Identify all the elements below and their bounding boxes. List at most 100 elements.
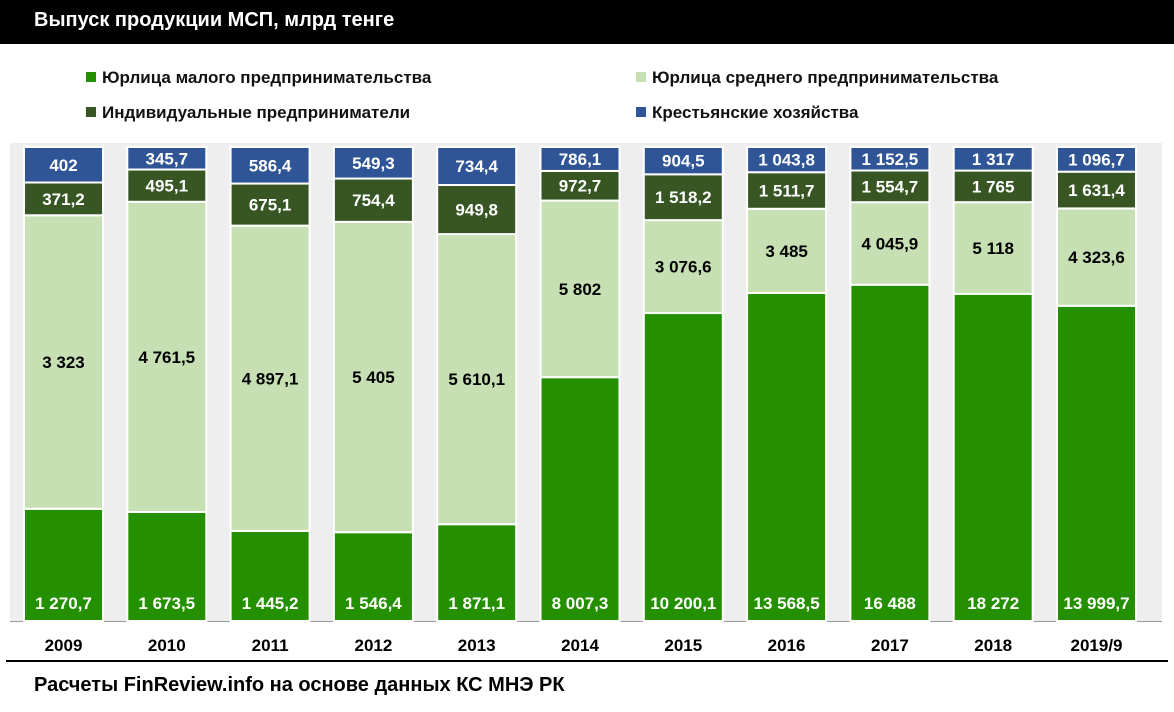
bar-segment-small-2011 [229, 529, 311, 623]
bar-segment-small-2015 [642, 312, 724, 622]
data-label-farm-2016: 1 043,8 [758, 151, 815, 170]
data-label-medium-2013: 5 610,1 [448, 370, 505, 389]
bar-group-2014: 8 007,3 5 802 972,7 786,1 2014 [539, 146, 621, 655]
bar-segment-medium-2016 [746, 207, 828, 295]
data-label-farm-2012: 549,3 [352, 154, 395, 173]
bar-group-2013: 1 871,1 5 610,1 949,8 734,4 2013 [436, 146, 518, 655]
data-label-small-2011: 1 445,2 [242, 594, 299, 613]
bar-segment-farm-2017 [849, 146, 931, 172]
data-label-medium-2010: 4 761,5 [138, 348, 195, 367]
data-label-medium-2014: 5 802 [559, 280, 602, 299]
bar-segment-farm-2015 [642, 146, 724, 176]
bar-segment-small-2019-9 [1056, 304, 1137, 622]
x-tick-label-2014: 2014 [561, 636, 599, 655]
data-label-individual-2012: 754,4 [352, 191, 395, 210]
data-label-small-2017: 16 488 [864, 594, 916, 613]
data-label-medium-2009: 3 323 [42, 353, 85, 372]
data-label-individual-2016: 1 511,7 [759, 182, 815, 201]
bar-segment-individual-2012 [332, 177, 414, 223]
bar-segment-medium-2012 [332, 220, 414, 534]
legend-swatch-individual [86, 107, 96, 117]
data-label-farm-2009: 402 [49, 156, 77, 175]
data-label-small-2012: 1 546,4 [345, 594, 402, 613]
legend-swatch-small [86, 72, 96, 82]
x-tick-label-2016: 2016 [768, 636, 806, 655]
bar-segment-medium-2018 [952, 201, 1034, 295]
legend-swatch-farm [636, 107, 646, 117]
data-label-individual-2015: 1 518,2 [655, 188, 712, 207]
data-label-farm-2014: 786,1 [559, 150, 602, 169]
bar-segment-small-2014 [539, 376, 621, 622]
data-label-individual-2013: 949,8 [455, 201, 498, 220]
bar-segment-individual-2016 [746, 171, 828, 210]
bar-segment-medium-2011 [229, 224, 311, 532]
data-label-individual-2009: 371,2 [42, 190, 85, 209]
data-label-individual-2019-9: 1 631,4 [1068, 181, 1125, 200]
bar-segment-farm-2014 [539, 146, 621, 172]
data-label-small-2019-9: 13 999,7 [1063, 594, 1129, 613]
legend-label-individual: Индивидуальные предприниматели [102, 103, 411, 122]
bar-segment-medium-2010 [126, 200, 208, 513]
data-label-medium-2019-9: 4 323,6 [1068, 248, 1125, 267]
bar-segment-farm-2011 [229, 146, 311, 185]
legend-item-medium: Юрлица среднего предпринимательства [636, 68, 998, 88]
x-tick-label-2019-9: 2019/9 [1071, 636, 1123, 655]
bar-segment-individual-2019-9 [1056, 170, 1137, 210]
bar-group-2015: 10 200,1 3 076,6 1 518,2 904,5 2015 [642, 146, 724, 655]
bar-segment-individual-2015 [642, 173, 724, 222]
legend-item-individual: Индивидуальные предприниматели [86, 103, 410, 123]
bottom-rule [6, 660, 1168, 662]
x-tick-label-2012: 2012 [354, 636, 392, 655]
legend-item-small: Юрлица малого предпринимательства [86, 68, 431, 88]
bar-segment-individual-2009 [23, 181, 104, 217]
data-label-medium-2011: 4 897,1 [242, 369, 299, 388]
stacked-bar-chart: 1 270,7 3 323 371,2 402 2009 1 673,5 4 761,5 49… [10, 143, 1162, 655]
bar-segment-medium-2009 [23, 214, 104, 510]
title-bar: Выпуск продукции МСП, млрд тенге [0, 0, 1174, 44]
chart-title: Выпуск продукции МСП, млрд тенге [34, 9, 395, 31]
bar-segment-farm-2010 [126, 146, 208, 171]
data-label-individual-2014: 972,7 [559, 177, 602, 196]
bar-segment-farm-2013 [436, 146, 518, 186]
data-label-small-2013: 1 871,1 [448, 594, 505, 613]
bar-group-2016: 13 568,5 3 485 1 511,7 1 043,8 2016 [746, 146, 828, 655]
bar-segment-small-2017 [849, 283, 931, 622]
data-label-farm-2015: 904,5 [662, 152, 705, 171]
data-label-individual-2018: 1 765 [972, 177, 1015, 196]
legend-label-farm: Крестьянские хозяйства [652, 103, 859, 122]
data-label-small-2009: 1 270,7 [35, 594, 92, 613]
bar-segment-farm-2019-9 [1056, 146, 1137, 173]
data-label-small-2018: 18 272 [967, 594, 1019, 613]
data-label-individual-2011: 675,1 [249, 196, 292, 215]
data-label-individual-2010: 495,1 [146, 177, 189, 196]
bar-segment-medium-2013 [436, 233, 518, 526]
data-label-farm-2010: 345,7 [146, 149, 189, 168]
bar-segment-small-2009 [23, 507, 104, 622]
legend-swatch-medium [636, 72, 646, 82]
bar-group-2009: 1 270,7 3 323 371,2 402 2009 [23, 146, 104, 655]
data-label-farm-2011: 586,4 [249, 156, 292, 175]
x-tick-label-2010: 2010 [148, 636, 186, 655]
data-label-medium-2018: 5 118 [972, 239, 1014, 258]
bar-segment-medium-2019-9 [1056, 207, 1137, 307]
data-label-medium-2017: 4 045,9 [862, 234, 919, 253]
bar-group-2010: 1 673,5 4 761,5 495,1 345,7 2010 [126, 146, 208, 655]
legend-label-medium: Юрлица среднего предпринимательства [652, 68, 999, 87]
bar-segment-medium-2014 [539, 199, 621, 379]
bar-segment-individual-2010 [126, 168, 208, 203]
bar-group-2011: 1 445,2 4 897,1 675,1 586,4 2011 [229, 146, 311, 655]
legend-item-farm: Крестьянские хозяйства [636, 103, 858, 123]
data-label-farm-2013: 734,4 [455, 157, 498, 176]
bar-segment-farm-2009 [23, 146, 104, 184]
bar-segment-medium-2015 [642, 219, 724, 315]
data-label-farm-2019-9: 1 096,7 [1068, 150, 1125, 169]
bar-segment-small-2016 [746, 292, 828, 622]
bar-group-2012: 1 546,4 5 405 754,4 549,3 2012 [332, 146, 414, 655]
data-label-small-2010: 1 673,5 [138, 594, 195, 613]
x-tick-label-2013: 2013 [458, 636, 496, 655]
data-label-small-2016: 13 568,5 [754, 594, 820, 613]
source-note: Расчеты FinReview.info на основе данных … [34, 674, 565, 696]
bar-segment-individual-2018 [952, 169, 1034, 204]
data-label-medium-2012: 5 405 [352, 368, 395, 387]
legend: Юрлица малого предпринимательства Юрлица… [0, 0, 1174, 140]
